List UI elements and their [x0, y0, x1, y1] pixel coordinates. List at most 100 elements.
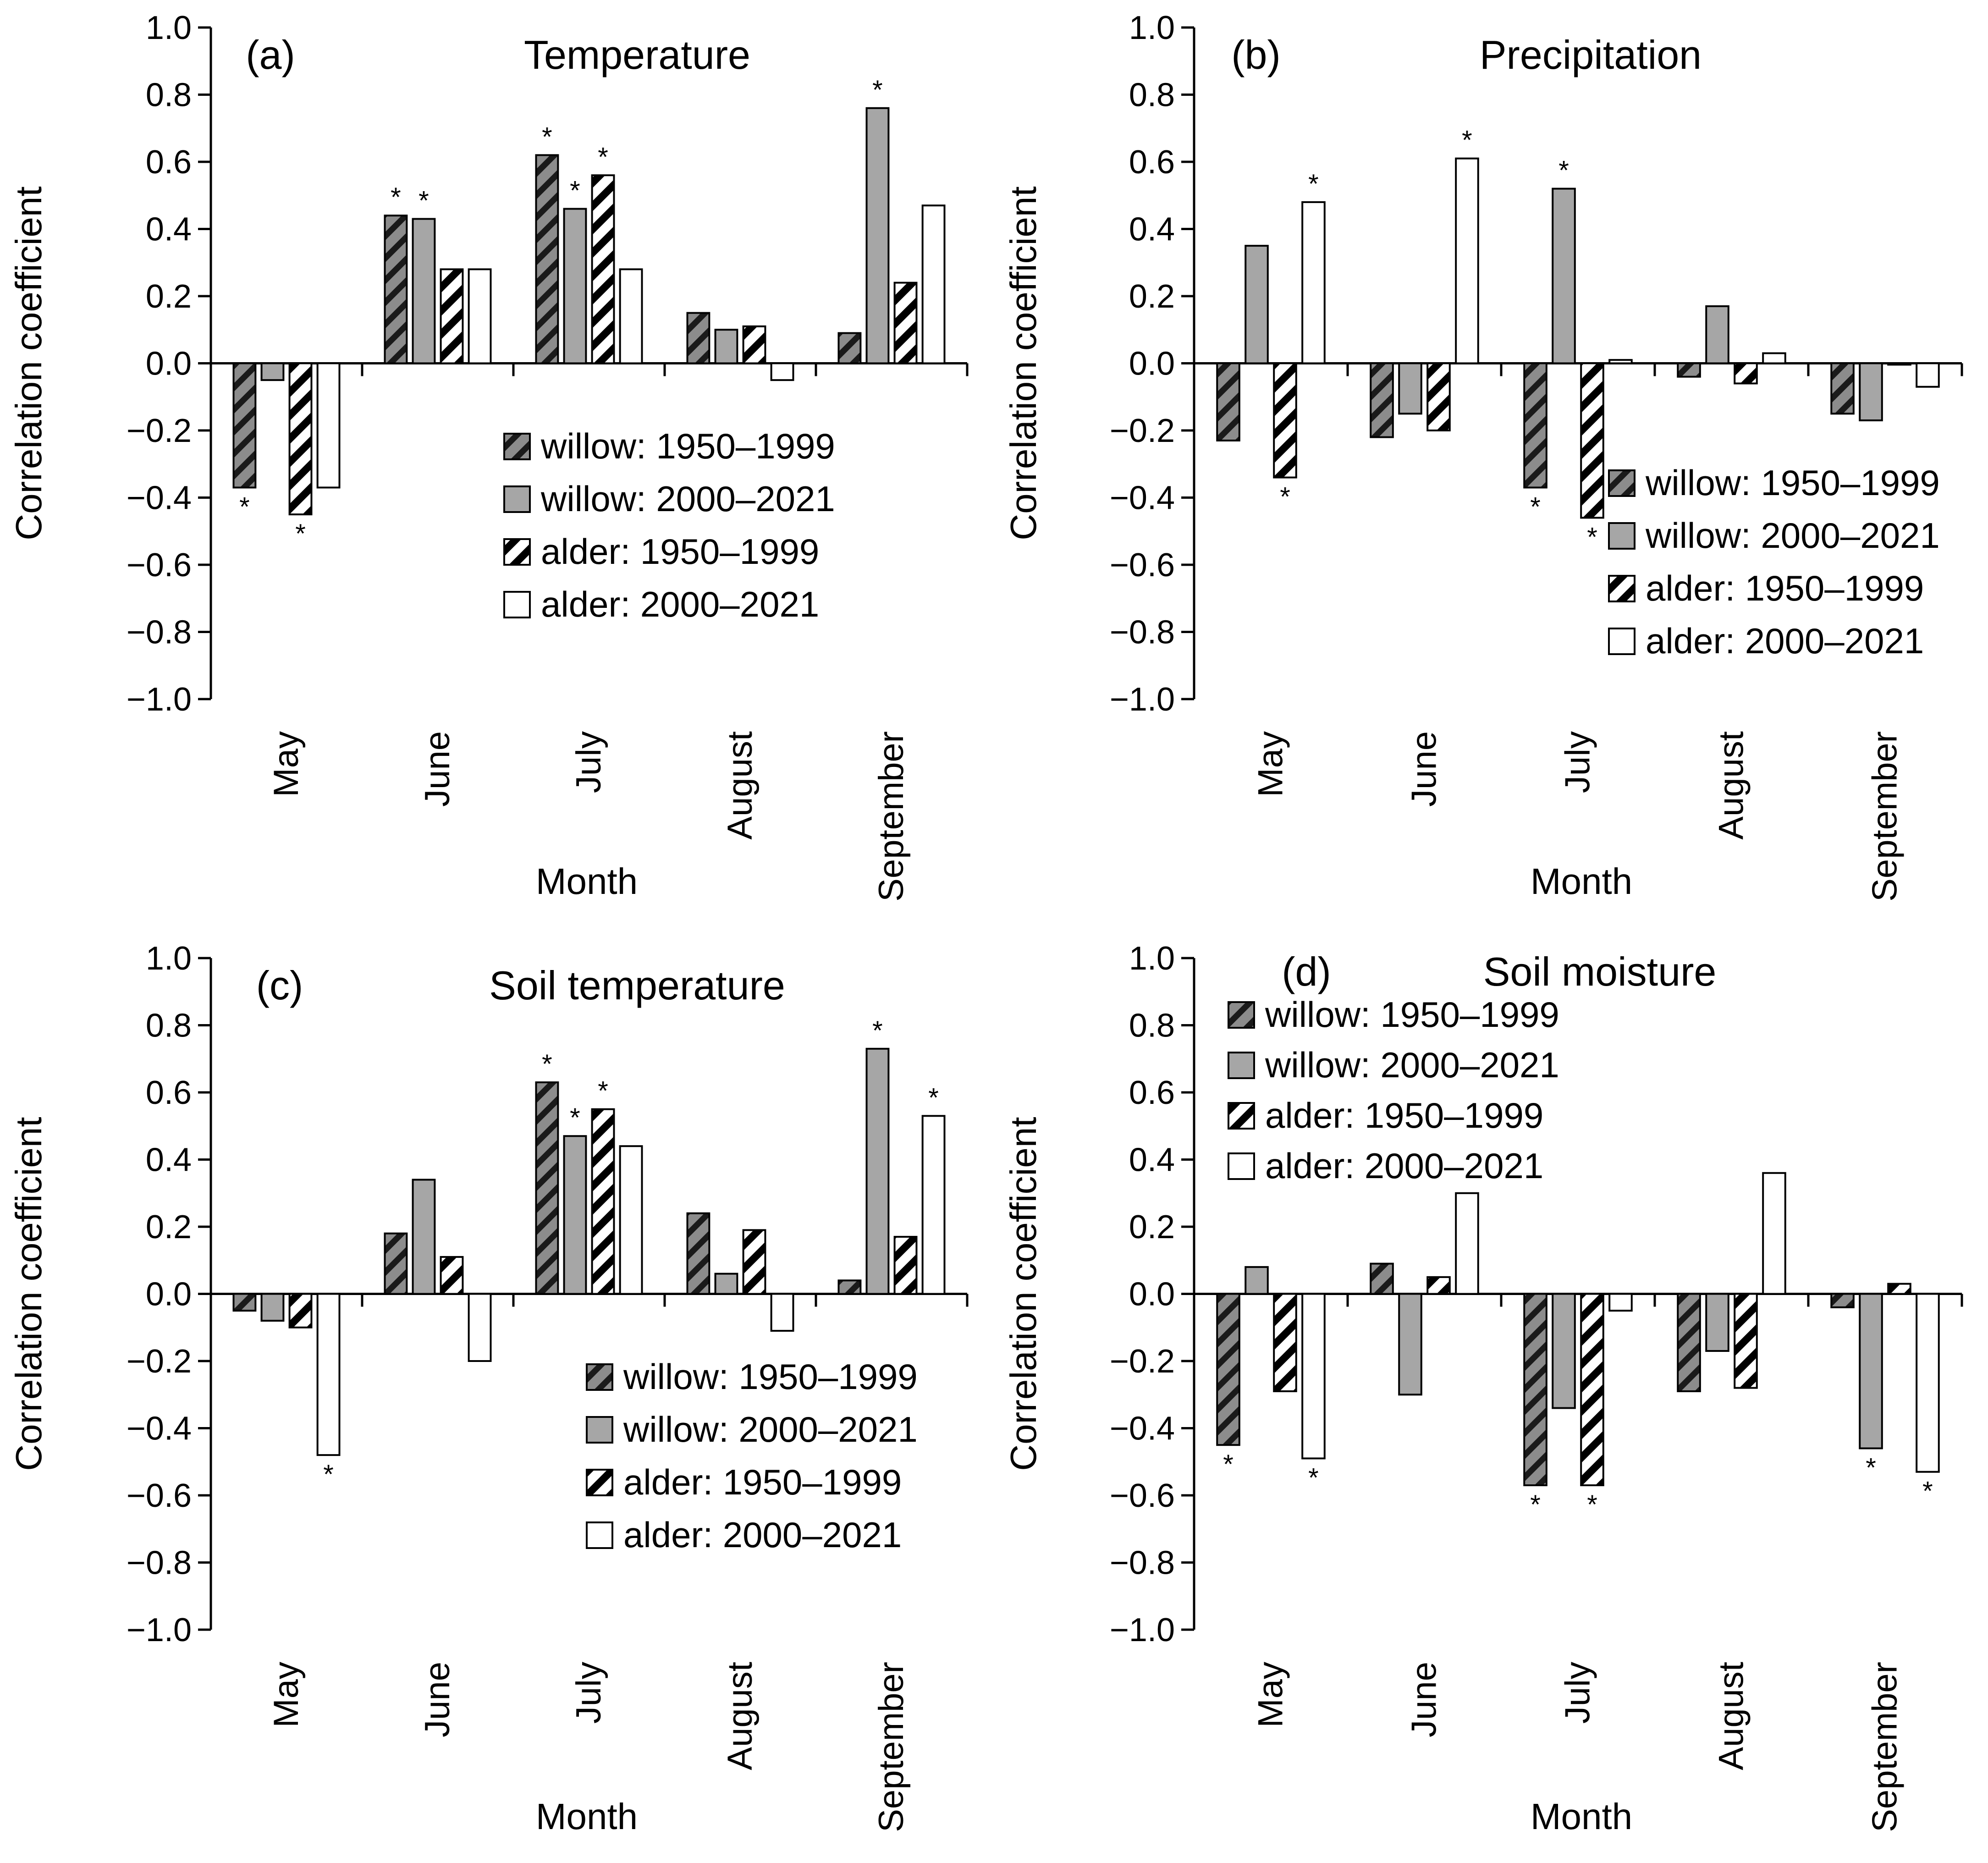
- bar-alder-2000-2021-may: [1301, 1293, 1326, 1460]
- legend-swatch-alder-2000-2021: [1608, 628, 1636, 655]
- x-category-label-may: May: [1251, 1662, 1290, 1728]
- bar-willow-2000-2021-may: [1245, 1266, 1269, 1295]
- bar-alder-1950-1999-june: [440, 1256, 464, 1295]
- legend-swatch-willow-2000-2021: [586, 1416, 613, 1444]
- x-axis-label: Month: [1531, 1796, 1632, 1837]
- bar-alder-2000-2021-june: [1455, 157, 1479, 364]
- y-axis-label: Correlation coefficient: [1003, 1117, 1044, 1471]
- legend-swatch-alder-2000-2021: [503, 591, 531, 618]
- x-category-label-august: August: [721, 1662, 760, 1770]
- legend-label-willow-2000-2021: willow: 2000–2021: [540, 479, 835, 519]
- bar-willow-1950-1999-june: [384, 215, 408, 364]
- bar-alder-2000-2021-september: [921, 1115, 946, 1295]
- legend-label-alder-2000-2021: alder: 2000–2021: [541, 584, 819, 624]
- y-tick-label: −1.0: [1110, 681, 1175, 718]
- y-tick-label: 1.0: [146, 10, 192, 46]
- significance-marker: *: [391, 182, 401, 212]
- significance-marker: *: [323, 1460, 334, 1489]
- significance-marker: *: [419, 186, 429, 216]
- significance-marker: *: [598, 142, 608, 172]
- significance-marker: *: [1587, 1490, 1597, 1520]
- y-tick-label: 0.0: [146, 1276, 192, 1313]
- y-tick-label: 0.4: [146, 211, 192, 248]
- x-category-label-september: September: [872, 731, 911, 902]
- y-tick-label: −0.6: [127, 547, 192, 584]
- bar-willow-2000-2021-september: [865, 107, 890, 364]
- significance-marker: *: [1587, 522, 1597, 552]
- x-category-label-june: June: [418, 1662, 457, 1737]
- y-tick-label: −0.6: [127, 1477, 192, 1514]
- x-category-label-september: September: [1866, 1662, 1905, 1832]
- bar-willow-2000-2021-may: [1245, 245, 1269, 364]
- legend-swatch-willow-1950-1999: [1608, 469, 1636, 497]
- bar-alder-1950-1999-june: [1426, 1276, 1451, 1295]
- bar-willow-2000-2021-july: [563, 1135, 587, 1295]
- significance-marker: *: [1308, 1463, 1319, 1493]
- bar-alder-2000-2021-september: [1916, 1293, 1940, 1473]
- bar-alder-2000-2021-august: [770, 362, 794, 381]
- bar-willow-1950-1999-may: [1216, 1293, 1240, 1446]
- bar-willow-1950-1999-august: [686, 1212, 710, 1295]
- bar-alder-1950-1999-july: [591, 1108, 615, 1295]
- panel-letter: (c): [256, 963, 303, 1008]
- x-category-label-august: August: [721, 731, 760, 840]
- legend-label-alder-1950-1999: alder: 1950–1999: [541, 531, 819, 572]
- bar-willow-2000-2021-june: [412, 218, 436, 364]
- bar-willow-2000-2021-june: [1398, 362, 1422, 415]
- y-tick-label: 0.6: [1129, 1075, 1175, 1111]
- y-tick-label: −1.0: [1110, 1612, 1175, 1648]
- significance-marker: *: [542, 122, 552, 152]
- panel-a: 1.0 0.8 0.6 0.4 0.2 0.0 −0.2 −0.4 −0.6 −0.8 −1.0 * *…: [8, 10, 969, 902]
- y-tick-label: 0.2: [146, 1209, 192, 1246]
- bar-willow-2000-2021-july: [1552, 187, 1576, 364]
- bar-alder-1950-1999-july: [591, 174, 615, 364]
- bar-alder-2000-2021-july: [619, 268, 643, 364]
- legend-swatch-willow-1950-1999: [586, 1363, 613, 1391]
- y-tick-label: 0.2: [1129, 1209, 1175, 1246]
- y-tick-label: 0.0: [1129, 1276, 1175, 1313]
- significance-marker: *: [1280, 482, 1290, 512]
- legend-swatch-willow-2000-2021: [1228, 1052, 1255, 1079]
- legend-label-alder-2000-2021: alder: 2000–2021: [623, 1515, 902, 1555]
- legend-label-alder-1950-1999: alder: 1950–1999: [623, 1462, 902, 1502]
- y-tick-label: 0.8: [1129, 77, 1175, 114]
- legend-label-alder-1950-1999: alder: 1950–1999: [1265, 1095, 1543, 1135]
- panel-d: 1.0 0.8 0.6 0.4 0.2 0.0 −0.2 −0.4 −0.6 −0.8 −1.0 * *…: [1003, 940, 1963, 1837]
- y-tick-label: −0.4: [127, 480, 192, 517]
- x-axis-label: Month: [536, 1796, 638, 1837]
- bar-willow-2000-2021-july: [1552, 1293, 1576, 1409]
- x-category-label-july: July: [569, 1662, 608, 1724]
- x-category-label-june: June: [418, 731, 457, 807]
- bar-willow-2000-2021-august: [714, 329, 738, 364]
- legend-label-alder-2000-2021: alder: 2000–2021: [1646, 621, 1924, 661]
- bar-alder-2000-2021-july: [1608, 1293, 1633, 1312]
- bar-alder-2000-2021-june: [468, 268, 492, 364]
- y-tick-label: 0.8: [146, 1008, 192, 1044]
- y-tick-label: 0.2: [146, 278, 192, 315]
- legend-swatch-willow-1950-1999: [1228, 1001, 1255, 1029]
- chart-title: Soil moisture: [1483, 949, 1717, 994]
- bar-willow-2000-2021-september: [865, 1047, 890, 1295]
- significance-marker: *: [1223, 1450, 1234, 1479]
- legend-label-willow-1950-1999: willow: 1950–1999: [623, 1356, 918, 1397]
- bar-willow-1950-1999-july: [535, 154, 559, 364]
- bar-willow-1950-1999-september: [837, 332, 862, 364]
- bar-alder-1950-1999-august: [742, 325, 766, 364]
- x-category-label-june: June: [1405, 731, 1444, 807]
- x-category-label-september: September: [1866, 731, 1905, 902]
- legend-label-alder-1950-1999: alder: 1950–1999: [1646, 568, 1924, 608]
- y-tick-label: −0.6: [1110, 1477, 1175, 1514]
- bar-alder-1950-1999-july: [1580, 362, 1604, 519]
- bar-alder-2000-2021-may: [316, 362, 341, 489]
- x-axis-label: Month: [536, 861, 638, 902]
- y-tick-label: −0.2: [1110, 1343, 1175, 1380]
- panels: 1.0 0.8 0.6 0.4 0.2 0.0 −0.2 −0.4 −0.6 −0.8 −1.0 * *…: [8, 10, 1963, 1837]
- bar-alder-1950-1999-september: [1887, 1283, 1911, 1295]
- bar-willow-1950-1999-june: [384, 1232, 408, 1295]
- y-tick-label: −1.0: [127, 681, 192, 718]
- y-tick-label: 1.0: [146, 940, 192, 977]
- significance-marker: *: [570, 176, 580, 206]
- bar-willow-2000-2021-september: [1859, 1293, 1883, 1450]
- legend-label-alder-2000-2021: alder: 2000–2021: [1265, 1146, 1543, 1186]
- significance-marker: *: [1866, 1453, 1876, 1483]
